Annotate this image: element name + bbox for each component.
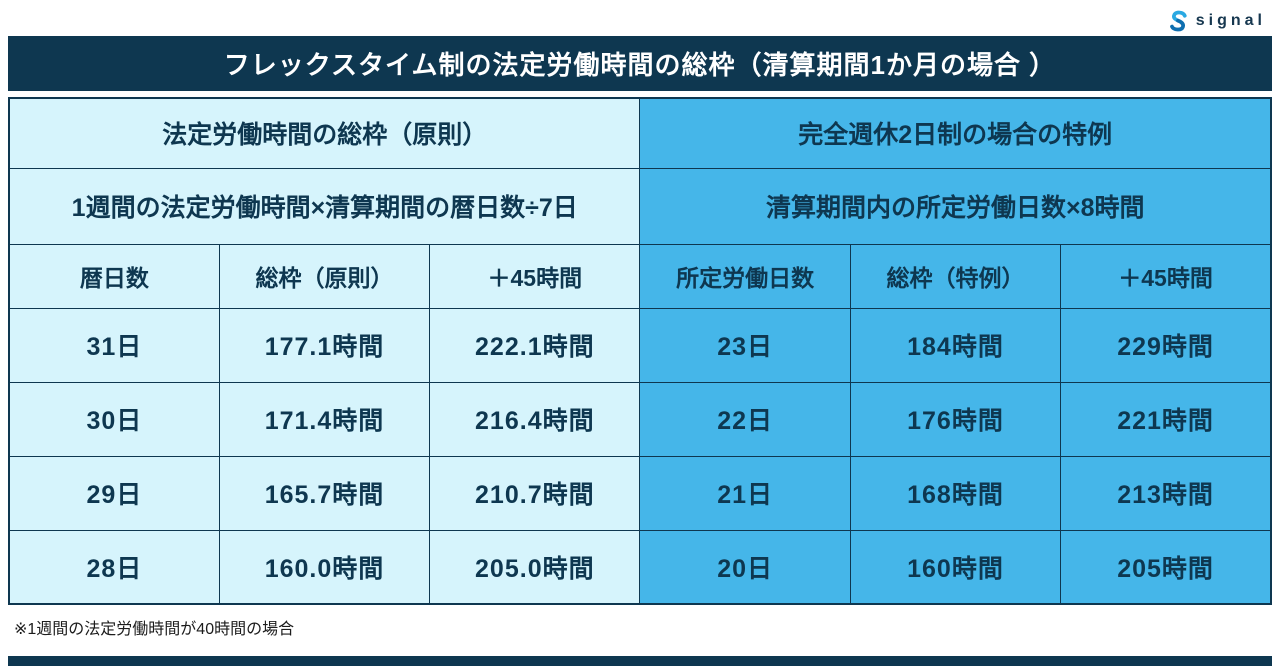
signal-logo-text: signal bbox=[1195, 12, 1266, 29]
left-formula: 1週間の法定労働時間×清算期間の暦日数÷7日 bbox=[8, 167, 641, 245]
formula-row: 1週間の法定労働時間×清算期間の暦日数÷7日 清算期間内の所定労働日数×8時間 bbox=[8, 167, 1272, 245]
table-row: 28日 160.0時間 205.0時間 20日 160時間 205時間 bbox=[8, 529, 1272, 605]
table-cell: 160時間 bbox=[849, 529, 1062, 605]
table-cell: 28日 bbox=[8, 529, 220, 605]
right-formula: 清算期間内の所定労働日数×8時間 bbox=[639, 167, 1272, 245]
table-cell: 184時間 bbox=[849, 307, 1062, 383]
col-header-total-principle: 総枠（原則） bbox=[218, 243, 431, 309]
table-cell: 23日 bbox=[639, 307, 851, 383]
table-cell: 216.4時間 bbox=[429, 381, 641, 457]
table-cell: 21日 bbox=[639, 455, 851, 531]
col-header-plus45-left: ＋45時間 bbox=[429, 243, 641, 309]
table-cell: 30日 bbox=[8, 381, 220, 457]
col-header-total-exception: 総枠（特例） bbox=[849, 243, 1062, 309]
table-cell: 222.1時間 bbox=[429, 307, 641, 383]
table-cell: 210.7時間 bbox=[429, 455, 641, 531]
table-cell: 168時間 bbox=[849, 455, 1062, 531]
right-section-header: 完全週休2日制の場合の特例 bbox=[639, 97, 1272, 169]
table-cell: 205.0時間 bbox=[429, 529, 641, 605]
logo-row: signal bbox=[8, 6, 1272, 36]
col-header-scheduled-days: 所定労働日数 bbox=[639, 243, 851, 309]
table-cell: 20日 bbox=[639, 529, 851, 605]
table-cell: 177.1時間 bbox=[218, 307, 431, 383]
column-header-row: 暦日数 総枠（原則） ＋45時間 所定労働日数 総枠（特例） ＋45時間 bbox=[8, 243, 1272, 309]
table-cell: 176時間 bbox=[849, 381, 1062, 457]
col-header-plus45-right: ＋45時間 bbox=[1060, 243, 1272, 309]
signal-logo: signal bbox=[1166, 9, 1266, 33]
table-row: 30日 171.4時間 216.4時間 22日 176時間 221時間 bbox=[8, 381, 1272, 457]
table-cell: 29日 bbox=[8, 455, 220, 531]
col-header-calendar-days: 暦日数 bbox=[8, 243, 220, 309]
table-cell: 205時間 bbox=[1060, 529, 1272, 605]
table-cell: 221時間 bbox=[1060, 381, 1272, 457]
table-cell: 22日 bbox=[639, 381, 851, 457]
section-header-row: 法定労働時間の総枠（原則） 完全週休2日制の場合の特例 bbox=[8, 97, 1272, 169]
left-section-header: 法定労働時間の総枠（原則） bbox=[8, 97, 641, 169]
table-cell: 229時間 bbox=[1060, 307, 1272, 383]
table-cell: 171.4時間 bbox=[218, 381, 431, 457]
table-cell: 160.0時間 bbox=[218, 529, 431, 605]
bottom-bar bbox=[8, 656, 1272, 666]
table-cell: 165.7時間 bbox=[218, 455, 431, 531]
signal-logo-icon bbox=[1169, 10, 1187, 32]
worktime-table: 法定労働時間の総枠（原則） 完全週休2日制の場合の特例 1週間の法定労働時間×清… bbox=[8, 97, 1272, 605]
footnote: ※1週間の法定労働時間が40時間の場合 bbox=[14, 621, 295, 638]
table-row: 31日 177.1時間 222.1時間 23日 184時間 229時間 bbox=[8, 307, 1272, 383]
table-cell: 31日 bbox=[8, 307, 220, 383]
table-row: 29日 165.7時間 210.7時間 21日 168時間 213時間 bbox=[8, 455, 1272, 531]
page-title: フレックスタイム制の法定労働時間の総枠（清算期間1か月の場合 ） bbox=[223, 50, 1057, 80]
table-cell: 213時間 bbox=[1060, 455, 1272, 531]
title-bar: フレックスタイム制の法定労働時間の総枠（清算期間1か月の場合 ） bbox=[8, 36, 1272, 91]
